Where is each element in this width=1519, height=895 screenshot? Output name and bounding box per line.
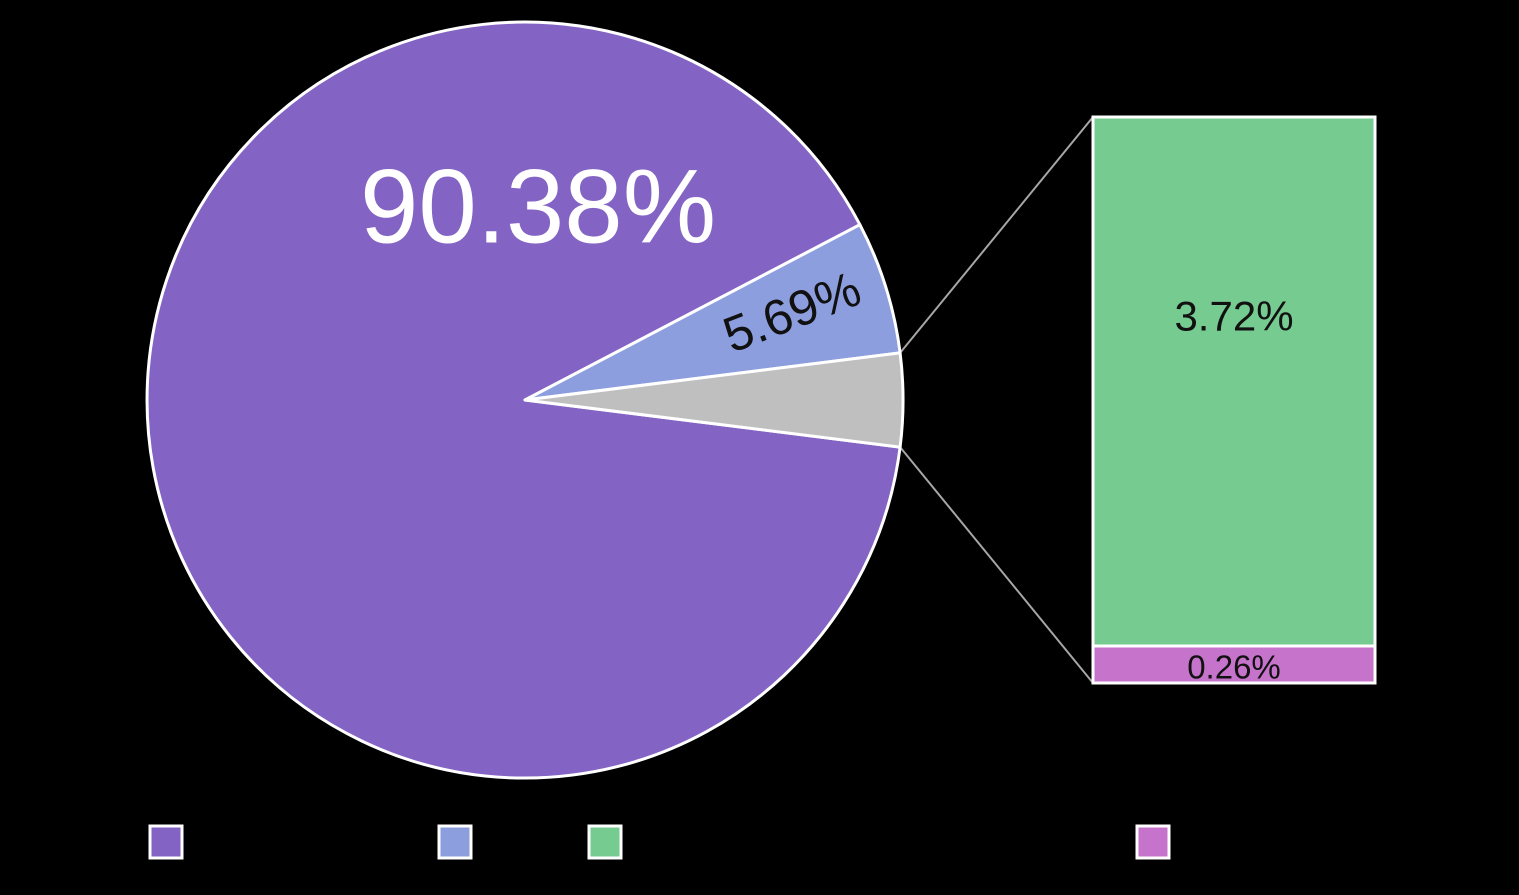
bar-label-minor: 0.26% [1187,649,1281,686]
pie-label-primary: 90.38% [360,149,716,266]
legend-swatch-2[interactable] [587,824,623,860]
legend-swatch-0[interactable] [148,824,184,860]
connector-line-top [899,116,1094,354]
bar-segment-major[interactable] [1091,115,1377,648]
connector-line-bottom [899,446,1094,684]
legend-swatch-1[interactable] [437,824,473,860]
pie-slice-other-group[interactable] [523,351,905,449]
pie-slice-secondary[interactable] [523,223,902,402]
bar-label-major: 3.72% [1174,293,1293,340]
bar-segment-minor[interactable] [1091,644,1377,685]
legend-swatch-3[interactable] [1135,824,1171,860]
